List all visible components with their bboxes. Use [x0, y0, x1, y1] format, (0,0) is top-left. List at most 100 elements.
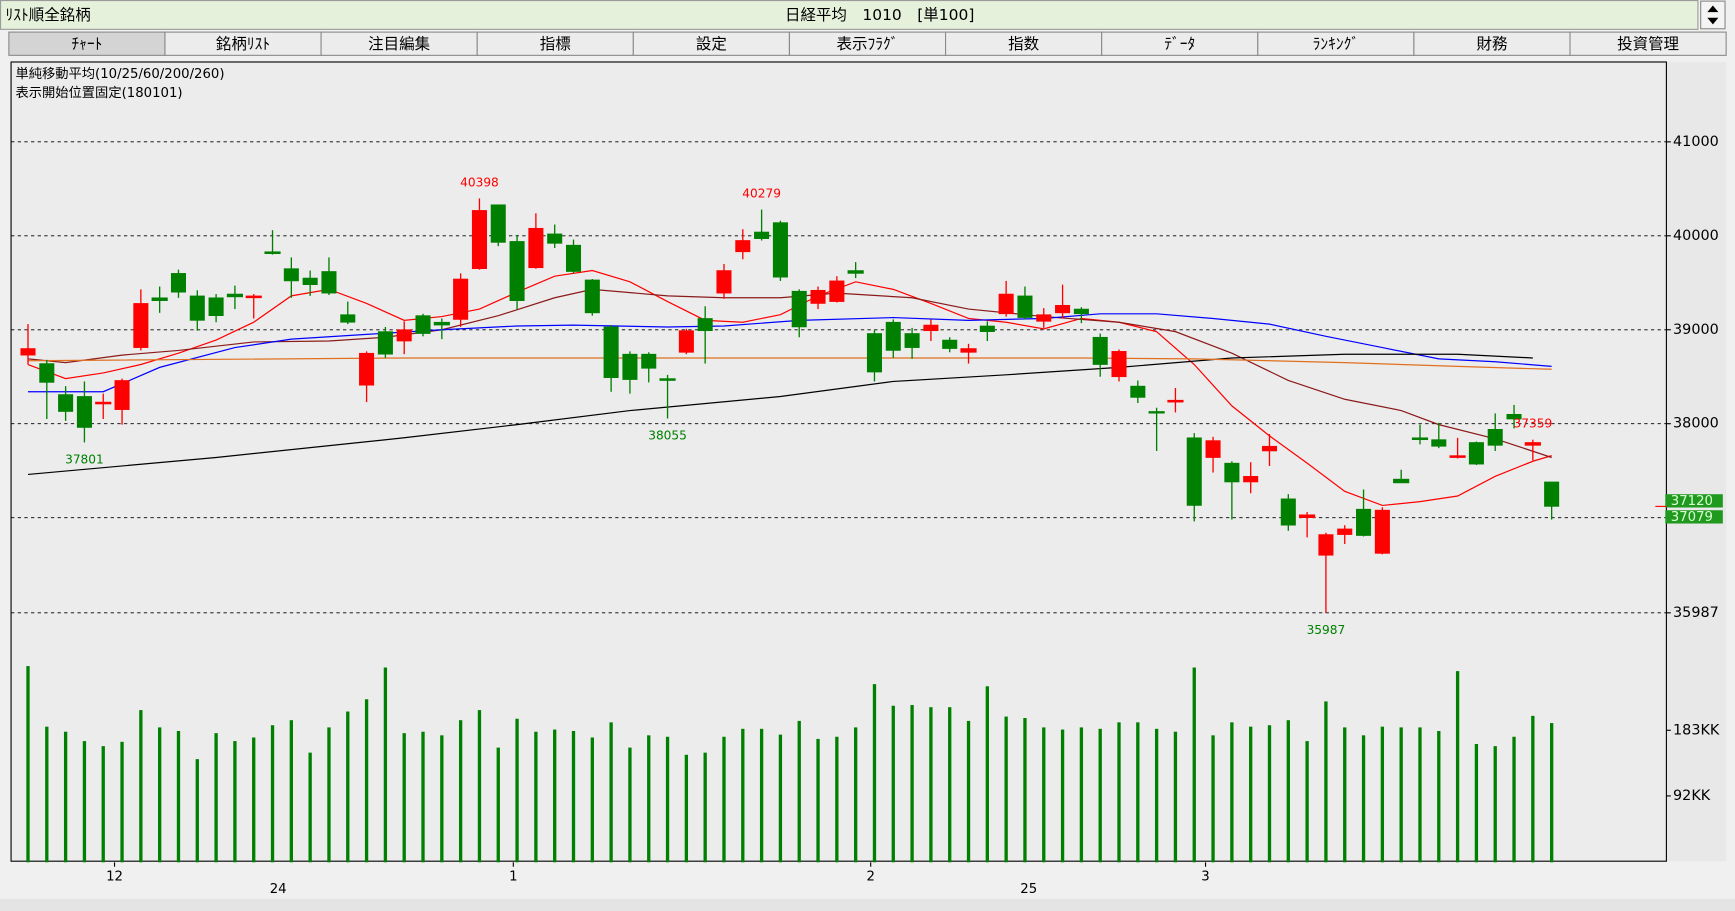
candle-body [359, 352, 375, 386]
candle-body [1374, 509, 1390, 554]
low-label: 37801 [65, 453, 104, 467]
volume-bar [1136, 722, 1140, 863]
volume-bar [628, 747, 632, 863]
list-title: ﾘｽﾄ順全銘柄 [6, 6, 91, 24]
volume-bar [1004, 716, 1008, 863]
volume-bar [1267, 725, 1272, 863]
y-tick-label: 38000 [1673, 416, 1719, 432]
chart-title: 単純移動平均(10/25/60/200/260) [15, 66, 224, 82]
volume-bar [327, 727, 331, 863]
candle-body [1280, 498, 1296, 526]
tab-label[interactable]: 投資管理 [1617, 35, 1679, 53]
volume-bar [477, 710, 482, 863]
candle-body [904, 333, 920, 348]
candle-body [1205, 440, 1221, 458]
low-label: 35987 [1307, 623, 1346, 637]
scroll-buttons[interactable] [1700, 0, 1726, 30]
tab-label[interactable]: 注目編集 [368, 35, 430, 53]
candle-body [923, 324, 939, 332]
candle-body [321, 271, 337, 294]
volume-bar [571, 730, 576, 863]
tab-label[interactable]: ﾗﾝｷﾝｸﾞ [1313, 35, 1359, 53]
tab-label[interactable]: ﾁｬｰﾄ [71, 35, 102, 53]
candle-body [603, 326, 619, 379]
volume-bar [759, 728, 764, 863]
volume-bar [816, 738, 820, 863]
plot: 410004000039000380003700035987183KK92KK1… [11, 134, 1723, 897]
volume-bar [1023, 718, 1027, 863]
tab-label[interactable]: 指標 [540, 35, 571, 53]
volume-bar [1098, 728, 1102, 863]
candle-body [208, 297, 224, 316]
candle-body [1224, 462, 1240, 483]
price-marker-label: 37079 [1671, 510, 1713, 525]
volume-bar [440, 735, 444, 863]
volume-bar [45, 726, 49, 863]
volume-bar [872, 684, 877, 863]
tab-label[interactable]: 設定 [696, 35, 727, 53]
tab-label[interactable]: 表示ﾌﾗｸﾞ [837, 35, 899, 53]
volume-bar [1324, 701, 1328, 863]
volume-bar [158, 727, 162, 863]
candle-body [95, 401, 112, 405]
volume-bar [1154, 728, 1159, 863]
candle-body [885, 321, 901, 351]
chart-pane [10, 61, 1667, 862]
candle-body [1148, 411, 1165, 414]
candle-body [1186, 437, 1202, 506]
volume-bar [1060, 729, 1065, 863]
candle-body [754, 231, 770, 239]
candle-body [678, 330, 694, 353]
y-tick-label: 40000 [1673, 228, 1719, 244]
volume-bar [1399, 727, 1403, 863]
candle-body [377, 331, 393, 355]
candle-body [547, 233, 563, 244]
volume-bar [891, 705, 895, 863]
high-label: 37359 [1514, 417, 1553, 431]
tab-label[interactable]: 銘柄ﾘｽﾄ [216, 35, 270, 53]
moving-average [27, 313, 1552, 393]
price-marker-label: 37120 [1671, 494, 1713, 509]
candle-body [189, 295, 205, 321]
candle-body [76, 396, 92, 428]
candle-body [396, 329, 412, 342]
candle-body [1487, 429, 1503, 446]
volume-bar [1474, 743, 1479, 863]
candle-body [584, 279, 600, 314]
candle-body [772, 222, 788, 278]
candle-body [1318, 534, 1334, 556]
tab-label[interactable]: 指数 [1008, 35, 1039, 53]
candle-body [1411, 437, 1429, 441]
volume-bar [665, 736, 670, 863]
axis-area [1666, 61, 1727, 862]
candle-body [1506, 413, 1522, 420]
candle-body [1449, 455, 1466, 458]
volume-bar [1249, 726, 1253, 863]
spin-box[interactable] [1700, 0, 1726, 30]
tab[interactable] [1569, 31, 1727, 56]
volume-bar [609, 722, 613, 863]
candle-body [716, 270, 732, 294]
candle-body [415, 315, 431, 334]
volume-bar [722, 736, 726, 863]
tab-label[interactable]: 財務 [1476, 35, 1507, 53]
volume-bar [948, 707, 952, 863]
volume-bar [82, 741, 87, 863]
y-tick-label: 41000 [1673, 134, 1719, 150]
volume-bar [1380, 726, 1385, 863]
x-tick-label: 12 [106, 870, 123, 885]
volume-bar [1343, 727, 1347, 863]
spin-down[interactable] [1707, 17, 1719, 25]
chart-subtitle: 表示開始位置固定(180101) [15, 85, 182, 101]
candle-body [1130, 385, 1146, 398]
status-strip [0, 898, 1735, 911]
candle-body [1243, 475, 1259, 483]
tab-label[interactable]: ﾃﾞｰﾀ [1164, 35, 1195, 53]
candle-body [509, 241, 525, 301]
candle-body [1468, 442, 1484, 465]
volume-bar [1230, 722, 1234, 863]
volume-bar [1211, 735, 1215, 863]
spin-up[interactable] [1707, 5, 1719, 13]
candle-body [433, 321, 450, 326]
candle-body [453, 278, 469, 320]
